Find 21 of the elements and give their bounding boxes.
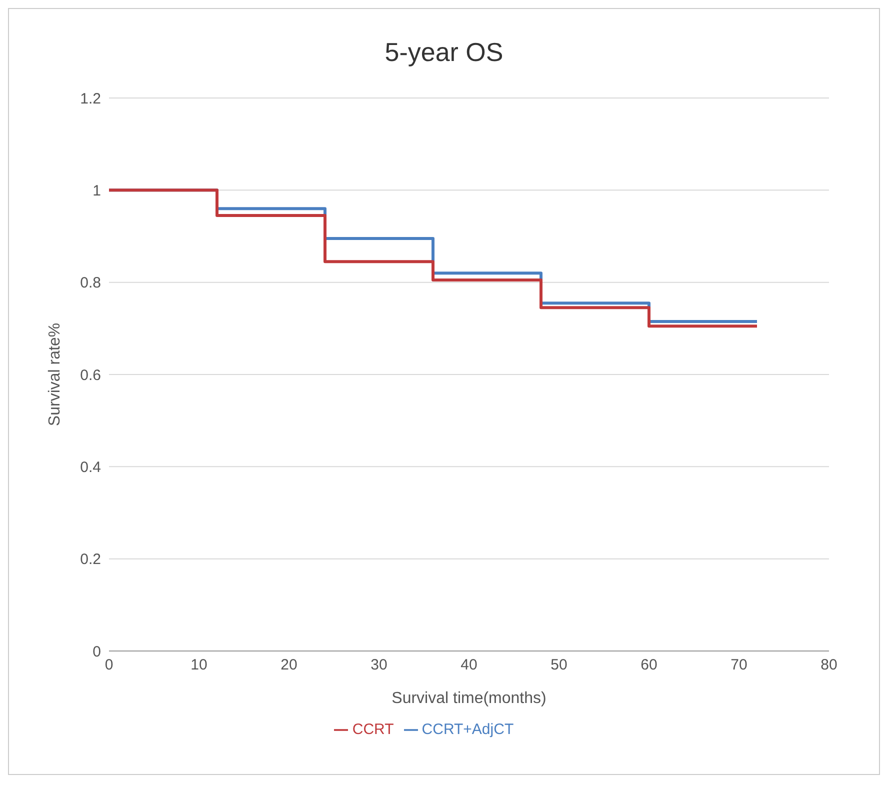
y-tick-label: 0.4 xyxy=(80,458,101,476)
y-tick-label: 1.2 xyxy=(80,90,101,108)
x-tick-label: 30 xyxy=(370,656,388,674)
x-tick-label: 50 xyxy=(550,656,568,674)
y-tick-label: 1 xyxy=(92,182,101,200)
chart-title: 5-year OS xyxy=(384,36,504,68)
legend-label: CCRT+AdjCT xyxy=(422,721,514,738)
y-tick-label: 0.6 xyxy=(80,366,101,384)
x-tick-label: 40 xyxy=(460,656,478,674)
x-tick-label: 20 xyxy=(280,656,298,674)
x-tick-label: 10 xyxy=(190,656,208,674)
x-tick-label: 0 xyxy=(104,656,114,674)
y-tick-label: 0.8 xyxy=(80,274,101,292)
y-axis-title: Survival rate% xyxy=(46,322,64,426)
y-tick-label: 0.2 xyxy=(80,551,101,568)
y-tick-label: 0 xyxy=(92,643,101,660)
x-tick-label: 60 xyxy=(640,656,658,674)
x-axis-title: Survival time(months) xyxy=(392,690,546,707)
x-tick-label: 80 xyxy=(820,656,838,674)
legend-label: CCRT xyxy=(352,721,394,738)
x-tick-label: 70 xyxy=(730,656,748,674)
